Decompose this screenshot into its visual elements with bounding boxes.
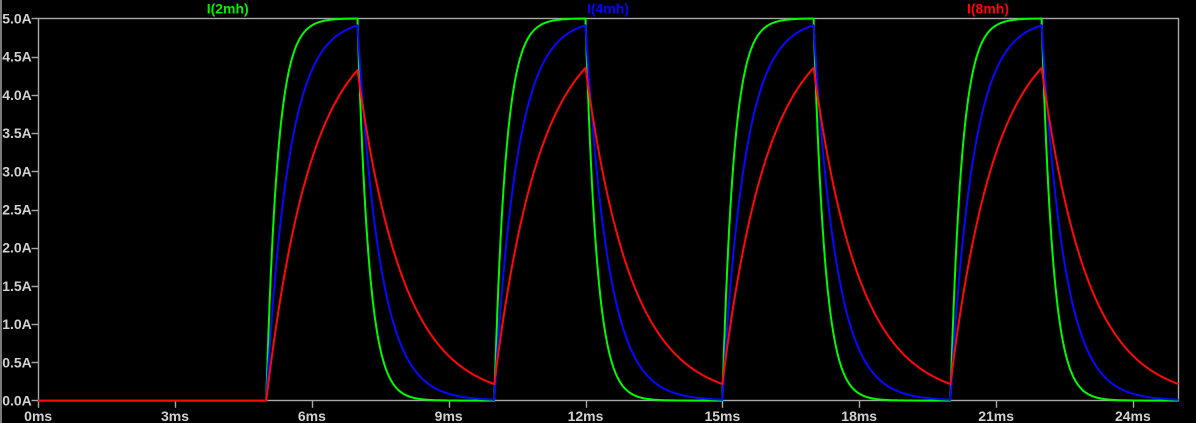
svg-text:2.5A: 2.5A <box>2 202 32 218</box>
svg-text:3.0A: 3.0A <box>2 163 32 179</box>
svg-text:6ms: 6ms <box>298 408 326 423</box>
svg-text:I(8mh): I(8mh) <box>967 1 1009 17</box>
svg-text:12ms: 12ms <box>568 408 604 423</box>
svg-text:I(2mh): I(2mh) <box>207 1 249 17</box>
svg-text:0.0A: 0.0A <box>2 393 32 409</box>
svg-text:3ms: 3ms <box>161 408 189 423</box>
svg-text:I(4mh): I(4mh) <box>587 1 629 17</box>
svg-text:21ms: 21ms <box>978 408 1014 423</box>
svg-text:3.5A: 3.5A <box>2 125 32 141</box>
svg-text:1.5A: 1.5A <box>2 278 32 294</box>
svg-text:0.5A: 0.5A <box>2 354 32 370</box>
svg-text:5.0A: 5.0A <box>2 10 32 26</box>
svg-text:15ms: 15ms <box>704 408 740 423</box>
svg-text:2.0A: 2.0A <box>2 240 32 256</box>
svg-text:24ms: 24ms <box>1115 408 1151 423</box>
svg-text:18ms: 18ms <box>841 408 877 423</box>
svg-text:0ms: 0ms <box>24 408 52 423</box>
svg-text:4.5A: 4.5A <box>2 49 32 65</box>
svg-text:9ms: 9ms <box>435 408 463 423</box>
svg-text:1.0A: 1.0A <box>2 316 32 332</box>
svg-text:4.0A: 4.0A <box>2 87 32 103</box>
